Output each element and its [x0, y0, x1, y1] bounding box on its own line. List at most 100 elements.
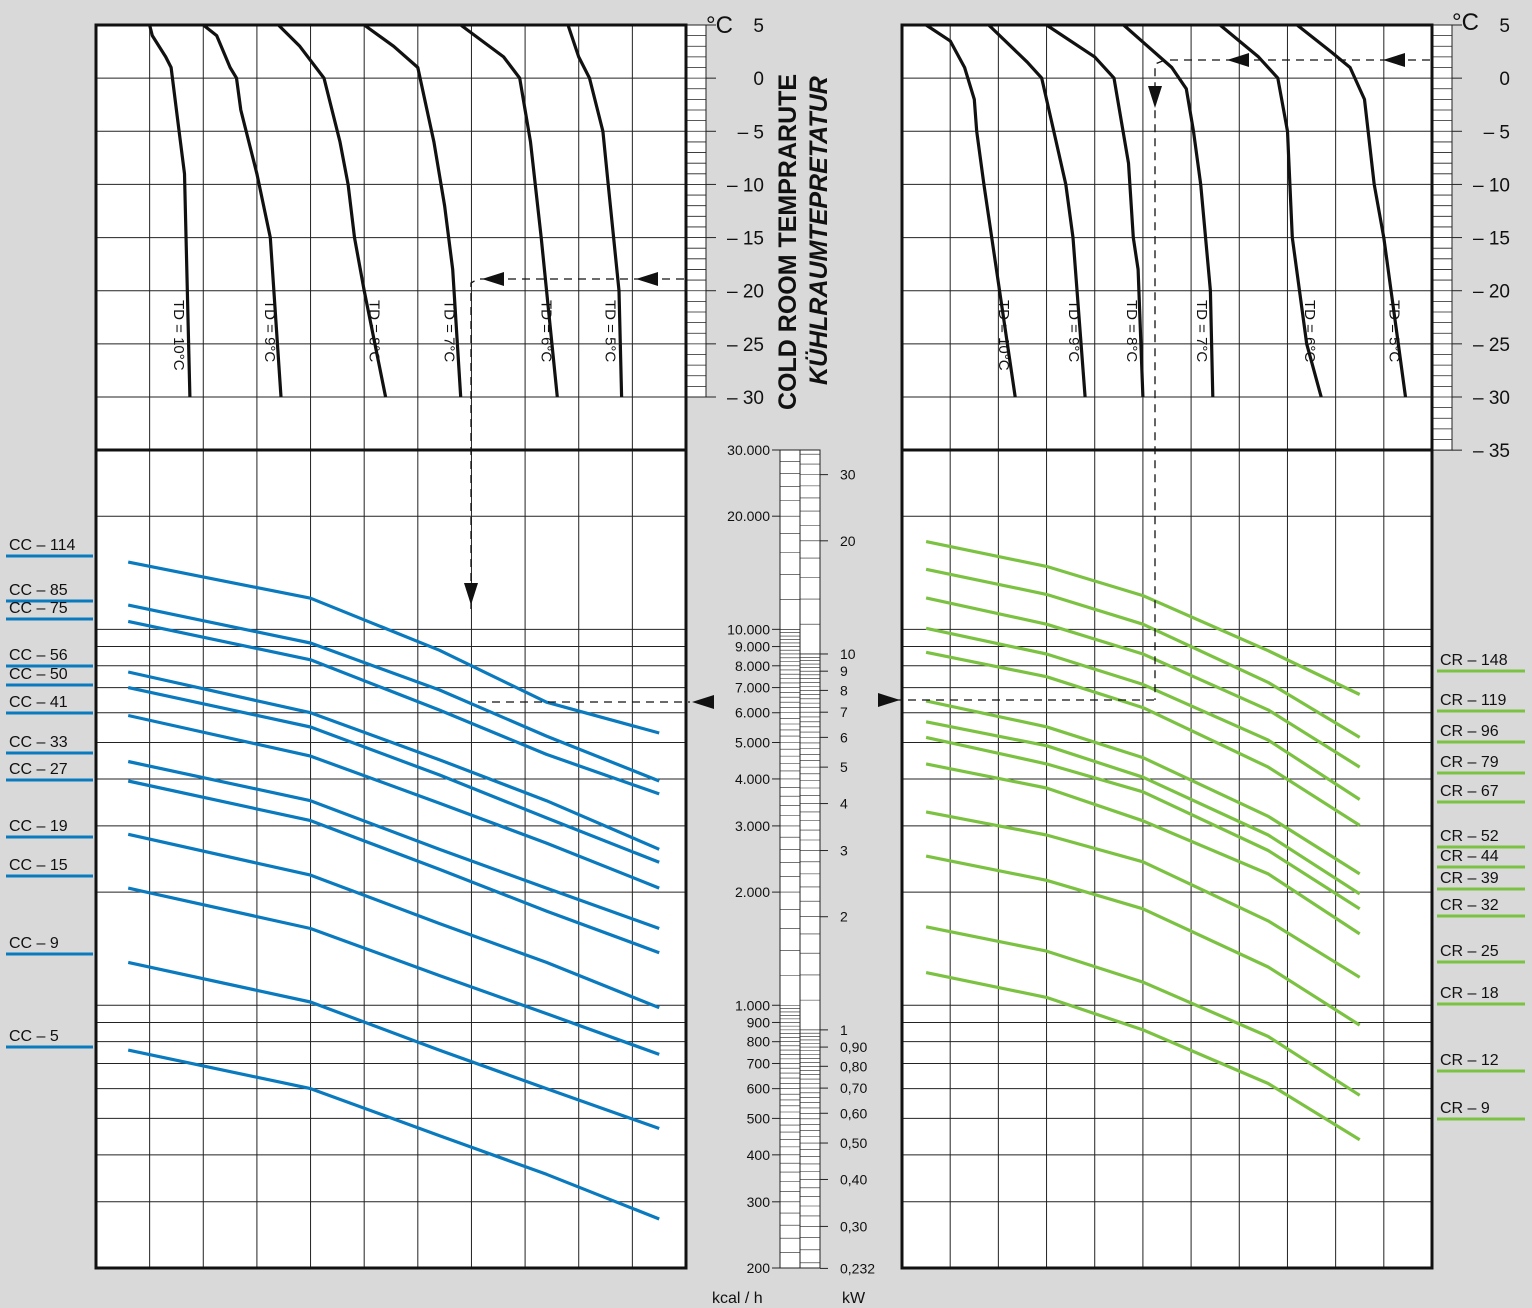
- capacity-curve: [925, 971, 1361, 1142]
- series-label: CR – 52: [1440, 828, 1499, 845]
- kw-tick-label: 4: [840, 796, 848, 812]
- td-curve-5: [566, 24, 624, 398]
- kw-tick-label: 6: [840, 729, 848, 745]
- series-label: CR – 119: [1440, 692, 1507, 709]
- kw-tick-label: 0,70: [840, 1080, 867, 1096]
- left-temp-tick-label: – 10: [727, 175, 764, 196]
- capacity-curve: [127, 560, 660, 735]
- right-temp-tick-label: – 10: [1473, 175, 1510, 196]
- kw-tick-label: 10: [840, 646, 856, 662]
- series-label: CR – 12: [1440, 1052, 1499, 1069]
- series-label: CR – 67: [1440, 783, 1499, 800]
- capacity-curve: [127, 960, 660, 1131]
- td-curve-4: [459, 23, 559, 398]
- guide-arrow: [482, 272, 504, 286]
- td-curve-label: TD = 6°C: [1301, 300, 1318, 362]
- capacity-curve: [925, 810, 1361, 979]
- td-curve-1: [987, 23, 1087, 398]
- kcal-tick-label: 20.000: [727, 508, 770, 524]
- series-label: CR – 18: [1440, 985, 1499, 1002]
- kcal-tick-label: 500: [747, 1110, 771, 1126]
- kw-tick-label: 0,80: [840, 1058, 867, 1074]
- kw-tick-label: 20: [840, 533, 856, 549]
- right-temp-tick-label: – 35: [1473, 441, 1510, 462]
- left-temp-tick-label: – 30: [727, 388, 764, 409]
- right-temp-tick-label: – 30: [1473, 388, 1510, 409]
- td-curve-0: [925, 23, 1017, 398]
- left-temp-ladder: [685, 24, 707, 398]
- capacity-curve: [127, 686, 660, 864]
- kw-tick-label: 9: [840, 663, 848, 679]
- capacity-curve: [127, 779, 660, 955]
- capacity-curve: [127, 759, 660, 931]
- kcal-tick-label: 900: [747, 1014, 771, 1030]
- kw-unit-label: kW: [842, 1290, 866, 1307]
- td-curve-2: [277, 23, 388, 398]
- td-curve-label: TD = 9°C: [1065, 300, 1082, 362]
- left-unit-symbol: °C: [706, 12, 733, 39]
- kw-tick-label: 3: [840, 843, 848, 859]
- td-curve-1: [202, 23, 283, 398]
- kcal-tick-label: 700: [747, 1055, 771, 1071]
- capacity-curve: [925, 735, 1361, 911]
- kw-tick-label: 7: [840, 704, 848, 720]
- series-label: CC – 56: [9, 647, 68, 664]
- td-curve-5: [1296, 23, 1408, 398]
- kcal-tick-label: 1.000: [735, 997, 770, 1013]
- capacity-curve: [925, 699, 1361, 876]
- capacity-curve: [925, 762, 1361, 936]
- capacity-curve: [127, 1048, 660, 1221]
- td-curve-label: TD = 10°C: [170, 300, 187, 371]
- kcal-tick-label: 3.000: [735, 818, 770, 834]
- capacity-curve: [925, 650, 1361, 827]
- kcal-tick-label: 200: [747, 1260, 771, 1276]
- grid-layer: [96, 24, 1453, 1269]
- capacity-curve: [127, 713, 660, 890]
- series-label: CC – 33: [9, 734, 68, 751]
- series-label: CC – 75: [9, 600, 68, 617]
- td-curve-label: TD = 8°C: [366, 300, 383, 362]
- left-guide-path: [470, 278, 684, 610]
- title-german: KÜHLRAUMTEPRETATUR: [804, 76, 833, 385]
- series-label: CR – 25: [1440, 943, 1499, 960]
- panel-frames: [94, 23, 1434, 1270]
- kw-tick-label: 0,90: [840, 1039, 867, 1055]
- guide-arrow: [1227, 53, 1249, 67]
- td-curve-label: TD = 5°C: [1386, 300, 1403, 362]
- example-guides: [464, 53, 1430, 709]
- kcal-tick-label: 5.000: [735, 735, 770, 751]
- capacity-curve: [127, 619, 660, 796]
- kw-tick-label: 0,30: [840, 1218, 867, 1234]
- temp-ladder-box: [685, 24, 707, 398]
- td-curve-0: [148, 24, 192, 398]
- series-label: CR – 44: [1440, 848, 1499, 865]
- td-curve-2: [1045, 23, 1145, 398]
- curves-layer: [127, 23, 1408, 1221]
- panel-1-frame: [900, 23, 1434, 1270]
- left-temp-tick-label: 5: [753, 16, 764, 37]
- series-label: CC – 85: [9, 582, 68, 599]
- kcal-tick-label: 4.000: [735, 771, 770, 787]
- series-label: CR – 96: [1440, 723, 1499, 740]
- kcal-tick-label: 300: [747, 1194, 771, 1210]
- left-temp-tick-label: – 5: [738, 122, 764, 143]
- series-label: CR – 32: [1440, 897, 1499, 914]
- kcal-tick-label: 800: [747, 1034, 771, 1050]
- capacity-curve: [127, 832, 660, 1010]
- guide-arrow: [878, 693, 900, 707]
- series-label: CC – 19: [9, 818, 68, 835]
- td-curve-3: [1122, 23, 1215, 398]
- kcal-tick-label: 7.000: [735, 680, 770, 696]
- series-label: CC – 9: [9, 935, 59, 952]
- guide-arrow: [1148, 86, 1162, 108]
- left-temp-tick-label: – 25: [727, 335, 764, 356]
- kcal-unit-label: kcal / h: [712, 1290, 763, 1307]
- capacity-curve: [925, 925, 1361, 1097]
- kcal-tick-label: 10.000: [727, 621, 770, 637]
- right-temp-tick-label: – 15: [1473, 229, 1510, 250]
- td-curve-label: TD = 5°C: [602, 300, 619, 362]
- kw-tick-label: 0,50: [840, 1135, 867, 1151]
- title-english: COLD ROOM TEMPRARUTE: [774, 74, 802, 410]
- series-label: CC – 27: [9, 761, 68, 778]
- kw-tick-label: 1: [840, 1022, 848, 1038]
